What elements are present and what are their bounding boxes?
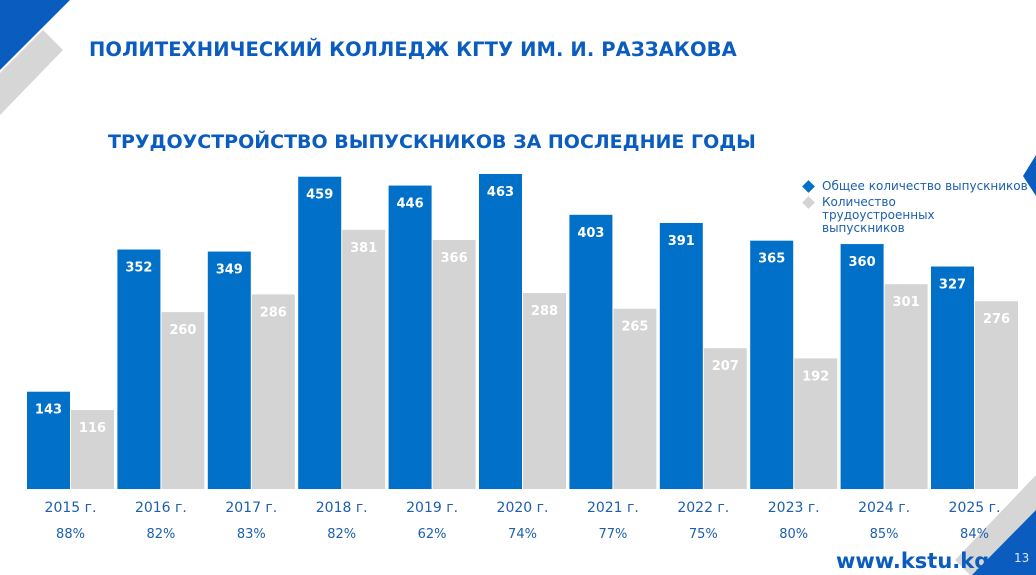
data-label: 446 <box>397 197 424 212</box>
employment-percentage: 74% <box>508 527 537 542</box>
bar-employed <box>71 410 114 489</box>
data-label: 352 <box>125 261 152 276</box>
bar-employed <box>794 358 838 489</box>
corner-stripe-gray-bottom-right <box>955 475 1036 575</box>
corner-triangle-blue-top-left <box>0 0 70 70</box>
bar-employed <box>884 284 928 489</box>
website-link[interactable]: www.kstu.kg <box>836 549 990 573</box>
bar-employed <box>975 301 1018 489</box>
x-tick-label: 2018 г. <box>316 500 368 516</box>
x-tick-label: 2015 г. <box>45 500 97 516</box>
legend-item-employed: Количество трудоустроенных выпускников <box>802 196 1028 235</box>
x-tick-label: 2022 г. <box>677 500 729 516</box>
data-label: 327 <box>939 278 966 293</box>
page-number: 13 <box>1014 551 1030 565</box>
data-label: 116 <box>79 421 106 436</box>
bar-total <box>840 244 884 489</box>
data-label: 463 <box>487 185 514 200</box>
employment-percentage: 75% <box>689 527 718 542</box>
data-label: 207 <box>712 359 739 374</box>
bar-employed <box>613 308 657 489</box>
data-label: 365 <box>758 252 785 267</box>
data-label: 288 <box>531 304 558 319</box>
employment-percentage: 85% <box>870 527 899 542</box>
legend-item-total: Общее количество выпускников <box>802 180 1028 193</box>
bar-total <box>569 214 613 489</box>
legend-label: Общее количество выпускников <box>822 179 1028 193</box>
data-label: 265 <box>621 320 648 335</box>
bar-total <box>27 391 70 489</box>
bar-total <box>931 266 974 489</box>
bar-employed <box>523 293 566 489</box>
side-arrow-blue-right <box>1023 155 1036 196</box>
x-tick-label: 2017 г. <box>225 500 277 516</box>
data-label: 301 <box>893 295 920 310</box>
bar-total <box>117 249 161 489</box>
bar-employed <box>342 229 386 489</box>
data-label: 260 <box>169 323 196 338</box>
employment-percentage: 77% <box>598 527 627 542</box>
employment-percentage: 62% <box>418 527 447 542</box>
page-title: ПОЛИТЕХНИЧЕСКИЙ КОЛЛЕДЖ КГТУ ИМ. И. РАЗЗ… <box>89 38 737 61</box>
x-tick-label: 2025 г. <box>949 500 1001 516</box>
data-label: 366 <box>441 251 468 266</box>
data-label: 360 <box>849 255 876 270</box>
x-tick-label: 2016 г. <box>135 500 187 516</box>
corner-triangle-blue-bottom-right <box>972 510 1036 575</box>
employment-percentage: 83% <box>237 527 266 542</box>
diamond-marker-icon <box>802 196 815 209</box>
x-tick-label: 2020 г. <box>497 500 549 516</box>
chart-title: ТРУДОУСТРОЙСТВО ВЫПУСКНИКОВ ЗА ПОСЛЕДНИЕ… <box>108 131 756 153</box>
data-label: 381 <box>350 241 377 256</box>
bar-total <box>750 240 794 489</box>
data-label: 286 <box>260 305 287 320</box>
data-label: 391 <box>668 234 695 249</box>
employment-percentage: 82% <box>327 527 356 542</box>
data-label: 459 <box>306 188 333 203</box>
bar-employed <box>251 294 295 489</box>
data-label: 403 <box>577 226 604 241</box>
employment-percentage: 84% <box>960 527 989 542</box>
bar-employed <box>703 348 747 489</box>
x-tick-label: 2024 г. <box>858 500 910 516</box>
bar-total <box>207 251 251 489</box>
bar-total <box>659 222 703 490</box>
data-label: 276 <box>983 312 1010 327</box>
employment-percentage: 82% <box>146 527 175 542</box>
bar-employed <box>432 239 476 489</box>
corner-stripe-gray-top-left <box>0 30 63 115</box>
bar-employed <box>161 312 205 489</box>
x-tick-label: 2023 г. <box>768 500 820 516</box>
x-tick-label: 2021 г. <box>587 500 639 516</box>
bar-total <box>298 176 342 490</box>
data-label: 192 <box>802 369 829 384</box>
employment-percentage: 88% <box>56 527 85 542</box>
employment-percentage: 80% <box>779 527 808 542</box>
x-tick-label: 2019 г. <box>406 500 458 516</box>
data-label: 349 <box>216 263 243 278</box>
data-label: 143 <box>35 403 62 418</box>
bar-total <box>388 185 432 490</box>
diamond-marker-icon <box>802 180 815 193</box>
legend-label: Количество трудоустроенных выпускников <box>822 195 935 235</box>
bar-total <box>479 174 522 489</box>
chart-legend: Общее количество выпускников Количество … <box>802 180 1028 238</box>
